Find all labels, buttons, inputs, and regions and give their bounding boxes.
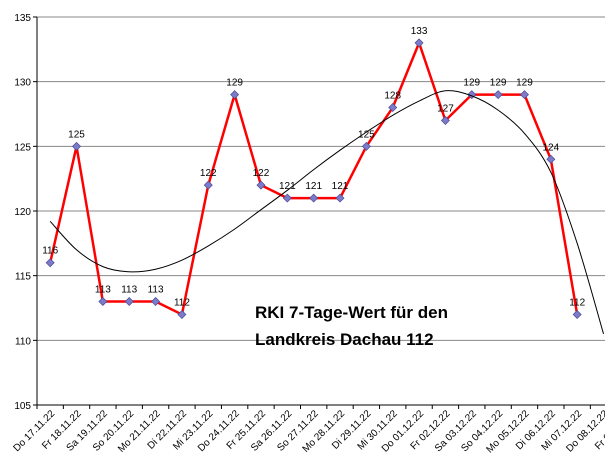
data-label: 125	[68, 129, 85, 140]
y-tick-label: 110	[15, 336, 31, 347]
marker	[177, 309, 187, 319]
marker	[572, 309, 582, 319]
data-label: 122	[200, 168, 217, 179]
data-label: 113	[95, 285, 111, 296]
data-label: 129	[226, 78, 243, 89]
data-label: 112	[569, 297, 585, 308]
marker	[256, 180, 266, 190]
marker	[203, 180, 213, 190]
annotation: RKI 7-Tage-Wert für den	[255, 303, 448, 322]
marker	[72, 141, 82, 151]
marker	[440, 115, 450, 125]
data-label: 125	[358, 129, 375, 140]
marker	[45, 258, 55, 268]
data-label: 113	[121, 285, 137, 296]
marker	[230, 90, 240, 100]
data-label: 122	[253, 168, 270, 179]
marker	[282, 193, 292, 203]
data-label: 127	[437, 103, 454, 114]
data-label: 121	[279, 181, 296, 192]
y-tick-label: 105	[14, 401, 31, 412]
y-tick-label: 125	[14, 142, 31, 153]
marker	[124, 297, 134, 307]
marker	[361, 141, 371, 151]
data-label: 116	[42, 246, 58, 257]
data-label: 124	[542, 142, 559, 153]
marker	[98, 297, 108, 307]
data-label: 121	[332, 181, 349, 192]
y-tick-label: 135	[14, 13, 31, 24]
data-label: 112	[174, 297, 190, 308]
marker	[414, 38, 424, 48]
data-label: 128	[384, 91, 401, 102]
marker	[546, 154, 556, 164]
annotation: Landkreis Dachau 112	[255, 330, 434, 349]
marker	[151, 297, 161, 307]
data-label: 129	[490, 78, 507, 89]
y-tick-label: 120	[14, 207, 31, 218]
marker	[309, 193, 319, 203]
data-label: 121	[305, 181, 322, 192]
marker	[388, 103, 398, 113]
marker	[519, 90, 529, 100]
trendline	[49, 90, 605, 335]
y-tick-label: 115	[15, 272, 31, 283]
data-label: 129	[516, 78, 533, 89]
marker	[493, 90, 503, 100]
marker	[335, 193, 345, 203]
data-label: 133	[411, 26, 428, 37]
data-label: 129	[463, 78, 480, 89]
data-label: 113	[148, 285, 164, 296]
y-tick-label: 130	[14, 78, 31, 89]
